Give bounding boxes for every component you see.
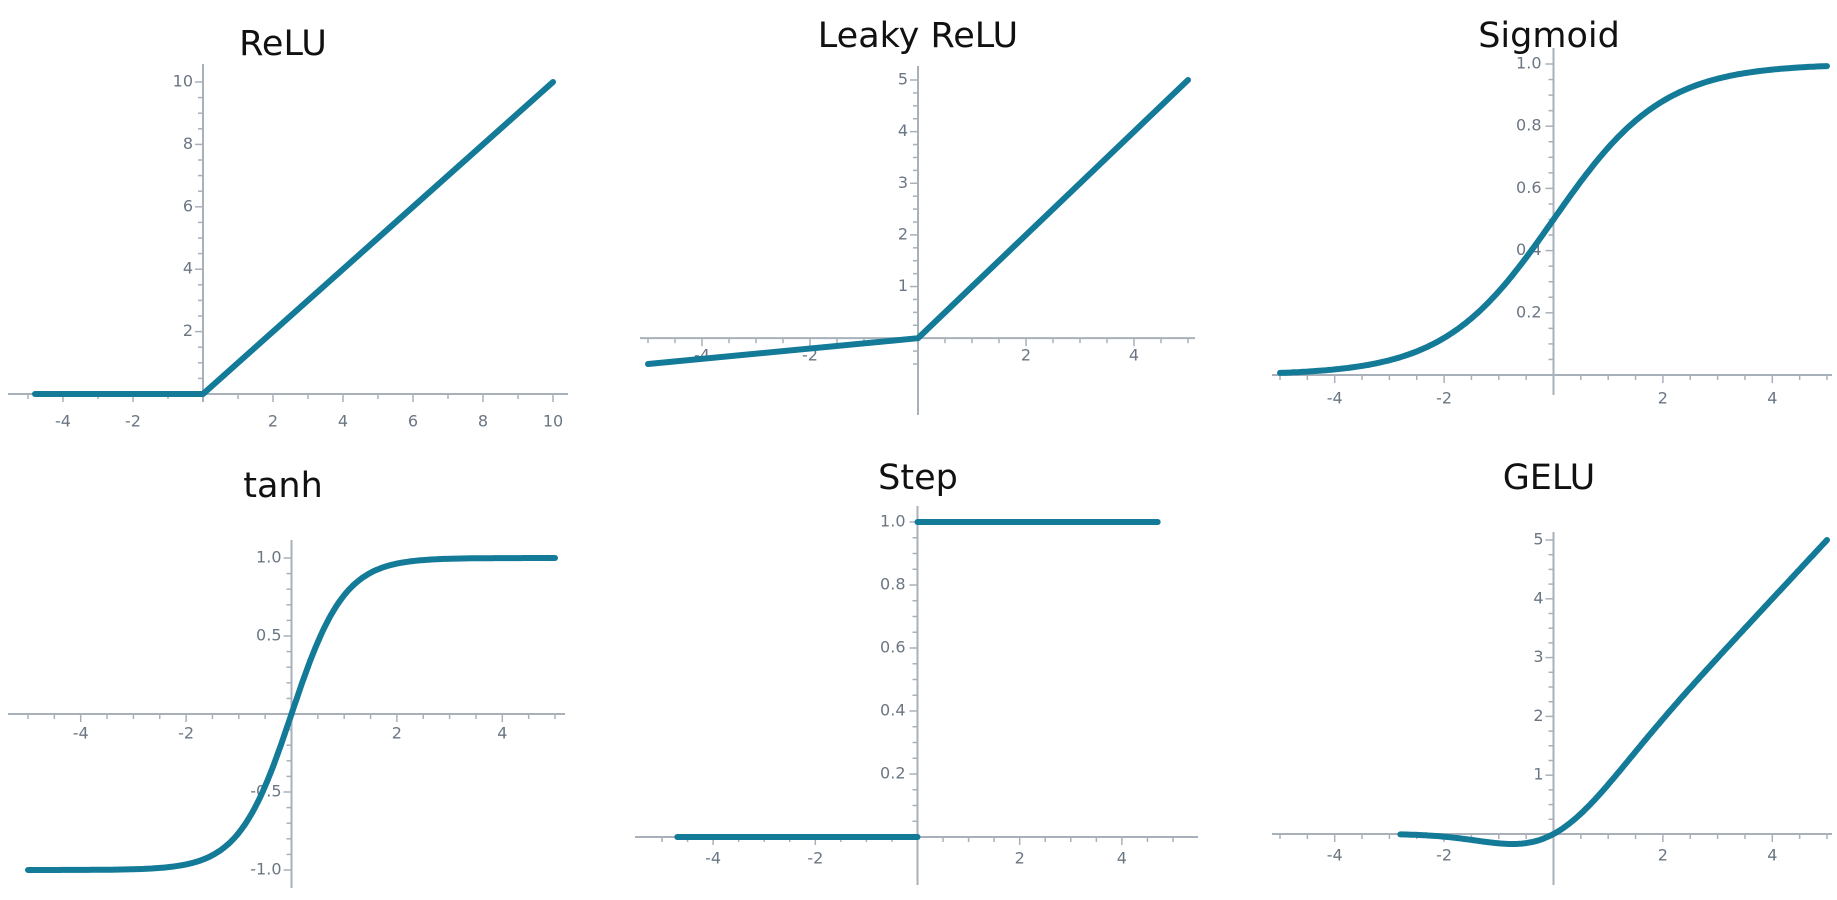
chart-title: Step (878, 458, 958, 498)
x-tick-label: -2 (1436, 846, 1452, 865)
x-tick-label: -2 (178, 724, 194, 743)
chart-panel-tanh: tanh-4 -2 2 4-1.0-0.50.51.0 (8, 466, 565, 888)
x-tick-label: -2 (125, 412, 141, 431)
x-tick-label: -4 (73, 724, 89, 743)
x-tick-label: 2 (1021, 346, 1031, 365)
chart-panel-sigmoid: Sigmoid-4 -2 2 40.20.40.60.81.0 (1272, 16, 1832, 408)
series-line-tanh (25, 555, 558, 873)
y-tick-label: 5 (1533, 530, 1543, 549)
y-tick-label: 1 (1533, 765, 1543, 784)
y-tick-label: 1.0 (1516, 54, 1541, 73)
x-tick-label: 4 (497, 724, 507, 743)
y-tick-label: 1 (898, 276, 908, 295)
y-tick-label: -1.0 (250, 860, 281, 879)
chart-title: Sigmoid (1478, 16, 1620, 56)
x-tick-label: 10 (543, 412, 563, 431)
chart-panel-gelu: GELU -4 -2 2 4 1 2 3 4 5 (1272, 458, 1832, 885)
chart-title: tanh (243, 466, 323, 506)
y-tick-label: 0.4 (880, 701, 905, 720)
x-tick-label: 2 (1658, 389, 1668, 408)
y-tick-label: 0.2 (880, 764, 905, 783)
y-tick-label: 0.2 (1516, 302, 1541, 321)
y-tick-label: 0.8 (1516, 116, 1541, 135)
y-tick-label: 2 (1533, 706, 1543, 725)
x-tick-label: -4 (705, 849, 721, 868)
y-tick-label: 5 (898, 70, 908, 89)
y-tick-label: 0.6 (1516, 178, 1541, 197)
y-tick-label: 3 (1533, 647, 1543, 666)
y-tick-label: 4 (1533, 588, 1543, 607)
x-tick-label: -2 (807, 849, 823, 868)
series-line-gelu (1397, 537, 1830, 847)
y-tick-label: 4 (898, 121, 908, 140)
y-tick-label: 2 (898, 224, 908, 243)
chart-panel-relu: ReLU -4 -2 2 4 6 8 10 2 4 6 8 10 (8, 24, 568, 431)
x-tick-label: 2 (1015, 849, 1025, 868)
chart-title: ReLU (239, 24, 327, 64)
x-tick-label: -4 (1327, 389, 1343, 408)
y-tick-label: 6 (183, 196, 193, 215)
x-tick-label: 4 (1767, 389, 1777, 408)
x-tick-label: 8 (478, 412, 488, 431)
y-tick-label: 0.6 (880, 638, 905, 657)
x-tick-label: 4 (1129, 346, 1139, 365)
x-tick-label: 2 (268, 412, 278, 431)
x-tick-label: 4 (338, 412, 348, 431)
x-tick-label: -4 (1327, 846, 1343, 865)
x-tick-label: -2 (1436, 389, 1452, 408)
series-line-leaky-relu (645, 77, 1191, 367)
y-tick-label: 1.0 (256, 548, 281, 567)
x-tick-label: 4 (1117, 849, 1127, 868)
chart-panel-step: Step -4 -2 2 4 0.2 0.4 0.6 0.8 1.0 (635, 458, 1198, 885)
series-line-sigmoid (1277, 63, 1830, 376)
y-tick-label: 10 (173, 72, 193, 91)
series-line-relu (32, 79, 556, 397)
y-tick-label: 1.0 (880, 512, 905, 531)
y-tick-label: 3 (898, 173, 908, 192)
x-tick-label: -4 (55, 412, 71, 431)
x-tick-label: 2 (392, 724, 402, 743)
y-tick-label: 0.5 (256, 626, 281, 645)
x-tick-label: 4 (1767, 846, 1777, 865)
y-tick-label: 2 (183, 321, 193, 340)
x-tick-label: 6 (408, 412, 418, 431)
x-tick-label: 2 (1658, 846, 1668, 865)
y-tick-label: 4 (183, 259, 193, 278)
chart-title: GELU (1503, 458, 1596, 498)
y-tick-label: 8 (183, 134, 193, 153)
chart-title: Leaky ReLU (818, 16, 1018, 56)
y-tick-label: 0.8 (880, 575, 905, 594)
